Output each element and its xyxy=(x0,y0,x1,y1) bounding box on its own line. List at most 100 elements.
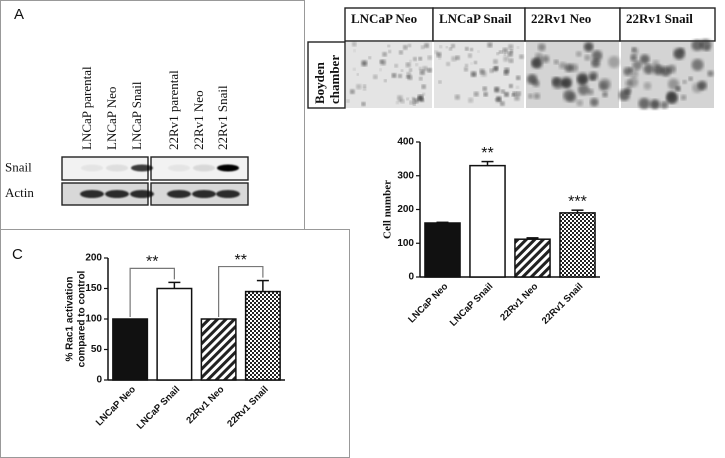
significance: *** xyxy=(568,193,587,210)
cell-spot xyxy=(630,54,638,62)
cell-spot xyxy=(400,69,404,72)
blot-band xyxy=(167,190,191,198)
column-label: LNCaP Snail xyxy=(439,11,512,26)
cell-spot xyxy=(561,80,567,86)
micrographs: LNCaP Neo LNCaP Snail 22Rv1 Neo 22Rv1 Snail… xyxy=(307,7,716,110)
cell-spot xyxy=(406,72,412,77)
cell-spot xyxy=(396,101,399,104)
cell-spot xyxy=(412,98,419,104)
cell-spot xyxy=(454,94,460,100)
cell-spot xyxy=(382,52,387,57)
cell-spot xyxy=(394,64,398,68)
cell-spot xyxy=(400,99,405,104)
cell-spot xyxy=(631,47,639,55)
bar xyxy=(200,318,237,381)
cell-spot xyxy=(502,47,508,54)
y-tick-label: 100 xyxy=(397,238,414,249)
cell-spot xyxy=(470,48,473,52)
cell-spot xyxy=(451,44,455,48)
cell-spot xyxy=(451,56,457,62)
cell-spot xyxy=(408,44,412,48)
y-tick-label: 200 xyxy=(397,204,414,215)
cell-spot xyxy=(379,68,382,71)
cell-spot xyxy=(576,99,583,107)
header-cell xyxy=(524,7,621,42)
cell-spot xyxy=(623,67,632,76)
cell-spot xyxy=(508,44,514,50)
cell-spot xyxy=(552,77,564,89)
cell-spot xyxy=(575,51,582,57)
cell-spot xyxy=(470,71,477,77)
cell-spot xyxy=(418,56,423,61)
cell-spot xyxy=(403,45,408,50)
blot-band xyxy=(168,164,190,172)
cell-spot xyxy=(436,52,442,58)
cell-spot xyxy=(487,42,493,48)
cell-spot xyxy=(541,55,550,63)
cell-spot xyxy=(559,61,567,70)
cell-spot xyxy=(494,65,499,71)
cell-spot xyxy=(679,47,685,54)
cell-spot xyxy=(516,91,521,96)
significance: ** xyxy=(235,252,247,269)
header-cell xyxy=(432,7,526,42)
cell-spot xyxy=(388,50,392,53)
cell-spot xyxy=(598,78,611,91)
cell-spot xyxy=(391,73,397,78)
cell-spot xyxy=(474,61,477,64)
cell-spot xyxy=(473,91,479,97)
cell-spot xyxy=(589,97,599,107)
x-tick-label: 22Rv1 Neo xyxy=(498,281,540,323)
x-tick-label: LNCaP Snail xyxy=(448,281,496,329)
cell-spot xyxy=(449,47,453,51)
y-axis-label: Cell number xyxy=(382,180,394,239)
cell-spot xyxy=(496,52,500,55)
blot-band xyxy=(192,190,216,198)
column-label: 22Rv1 Snail xyxy=(626,11,693,26)
lane-label: 22Rv1 Snail xyxy=(215,85,230,150)
cell-spot xyxy=(527,74,538,85)
cell-spot xyxy=(691,58,704,71)
bar xyxy=(424,222,461,278)
column-label: LNCaP Neo xyxy=(351,11,417,26)
cell-spot xyxy=(353,67,356,71)
cell-spot xyxy=(361,60,368,67)
panel-label: A xyxy=(14,6,24,23)
cell-spot xyxy=(397,95,403,101)
cell-spot xyxy=(346,99,350,103)
cell-spot xyxy=(405,62,411,68)
cell-spot xyxy=(591,58,601,68)
blot-band xyxy=(106,164,128,172)
cell-spot xyxy=(418,67,422,71)
cell-spot xyxy=(666,91,678,104)
cell-spot xyxy=(688,76,693,81)
x-tick-label: 22Rv1 Snail xyxy=(540,281,585,326)
row-label: Actin xyxy=(5,185,34,200)
cell-spot xyxy=(667,78,680,90)
cell-spot xyxy=(373,74,378,80)
cell-spot xyxy=(707,70,714,77)
cell-spot xyxy=(464,67,468,72)
cell-spot xyxy=(415,63,418,66)
cell-spot xyxy=(419,69,425,75)
x-tick-label: LNCaP Neo xyxy=(94,384,138,428)
header-cell xyxy=(344,7,434,42)
cell-spot xyxy=(424,43,430,48)
cell-spot xyxy=(422,92,425,96)
row-label: chamber xyxy=(327,55,342,104)
cell-spot xyxy=(504,92,509,97)
lane-label: 22Rv1 parental xyxy=(166,70,181,150)
cell-spot xyxy=(682,79,687,84)
cell-spot xyxy=(438,80,442,84)
bar xyxy=(156,287,193,381)
cell-spot xyxy=(446,62,451,66)
cell-spot xyxy=(409,100,414,105)
blot-band xyxy=(216,190,240,198)
cell-spot xyxy=(479,68,485,75)
cell-spot xyxy=(583,41,594,52)
comparison-bracket xyxy=(129,267,175,317)
row-label: Boyden xyxy=(312,61,327,104)
bar xyxy=(514,238,551,278)
cell-spot xyxy=(427,67,432,73)
